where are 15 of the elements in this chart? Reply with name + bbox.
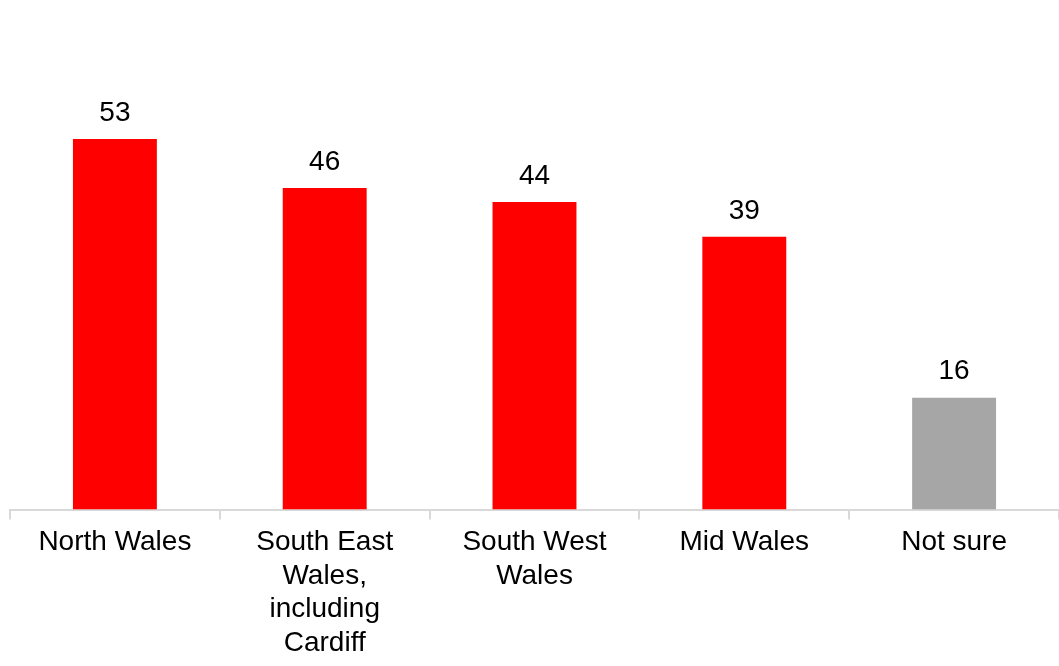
bar [72,138,157,510]
x-tick-label: Mid Wales [679,525,810,557]
data-label: 53 [99,95,131,127]
x-tick-label: Not sure [901,525,1008,557]
bar [492,201,577,510]
data-label: 16 [938,354,970,386]
x-tick-label: South East Wales, including Cardiff [256,525,394,657]
bar [702,236,787,510]
x-tick-label: North Wales [38,525,192,557]
bar [282,187,367,510]
data-label: 46 [309,144,341,176]
bar [912,397,997,510]
data-label: 39 [728,193,760,225]
data-label: 44 [518,158,551,190]
x-tick-label: South West Wales [462,525,607,590]
